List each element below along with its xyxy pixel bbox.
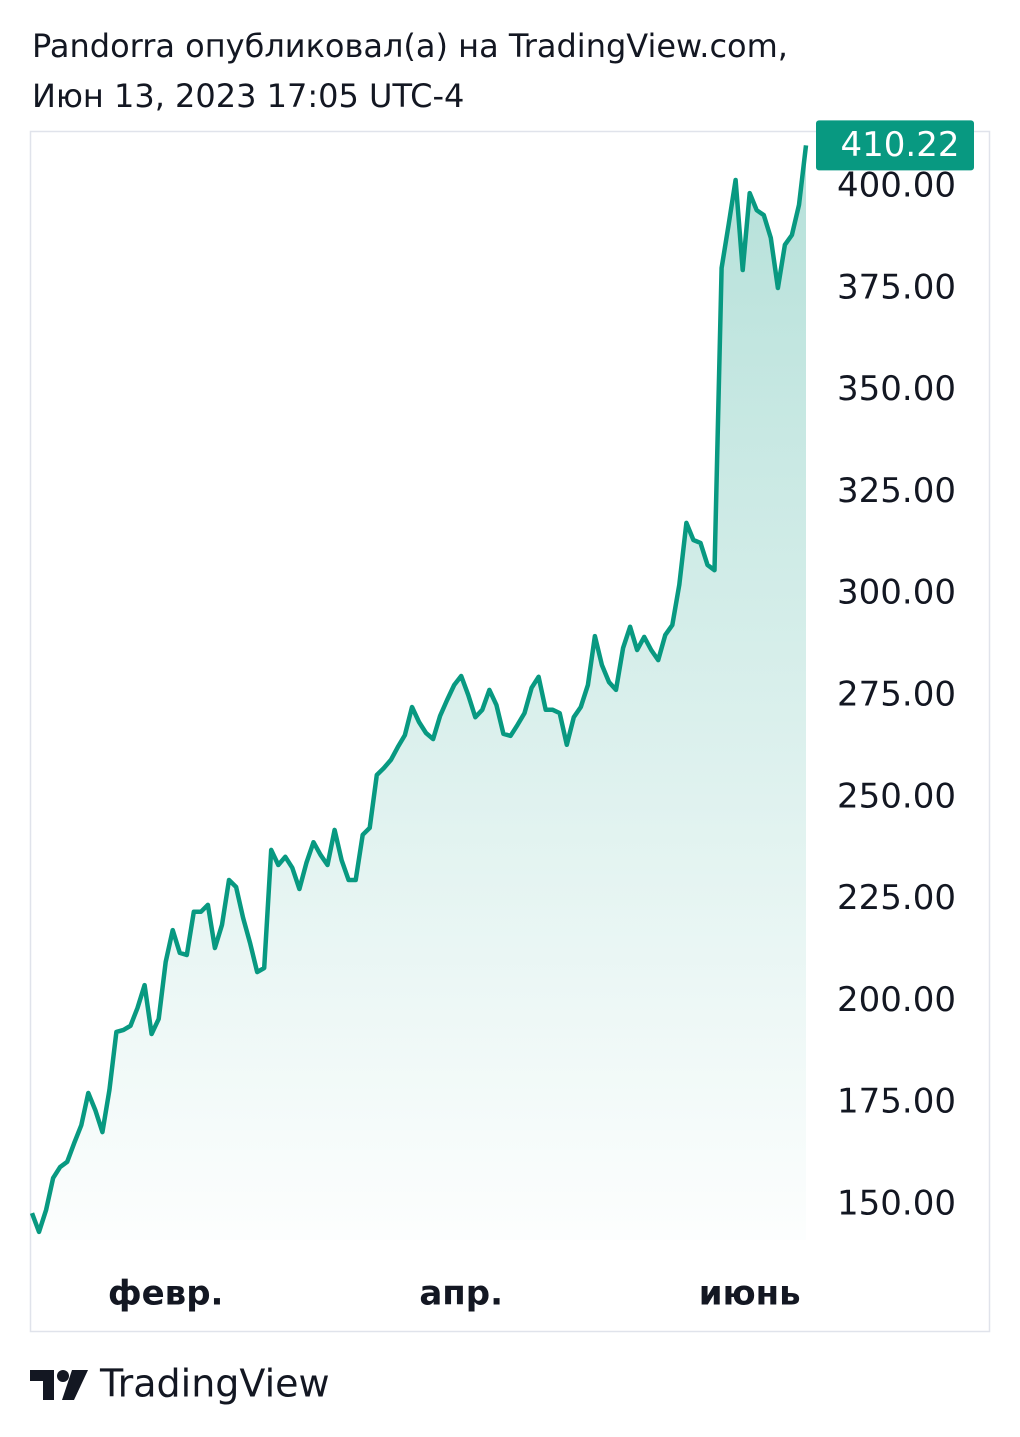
last-price-badge (816, 120, 974, 171)
y-tick-label: 375.00 (837, 267, 956, 307)
y-tick-label: 150.00 (837, 1183, 956, 1223)
y-tick-label: 250.00 (837, 776, 956, 816)
y-tick-label: 400.00 (837, 165, 956, 205)
brand: TradingView (99, 1362, 330, 1406)
y-tick-label: 350.00 (837, 369, 956, 409)
area-fill (32, 145, 806, 1240)
chart-title: Pandorra опубликовал(а) на TradingView.c… (32, 27, 788, 65)
y-tick-label: 325.00 (837, 471, 956, 511)
logo (30, 1370, 88, 1400)
x-tick-label: февр. (108, 1274, 224, 1314)
x-tick-label: июнь (699, 1274, 801, 1314)
price-line (29, 145, 809, 1235)
last-price-label: 410.22 (841, 125, 960, 165)
chart-frame (29, 130, 991, 1333)
y-tick-label: 225.00 (837, 878, 956, 918)
y-tick-label: 200.00 (837, 980, 956, 1020)
chart-subtitle: Июн 13, 2023 17:05 UTC-4 (32, 77, 464, 115)
x-tick-label: апр. (419, 1274, 503, 1314)
y-tick-label: 175.00 (837, 1082, 956, 1122)
y-tick-label: 300.00 (837, 573, 956, 613)
y-tick-label: 275.00 (837, 674, 956, 714)
